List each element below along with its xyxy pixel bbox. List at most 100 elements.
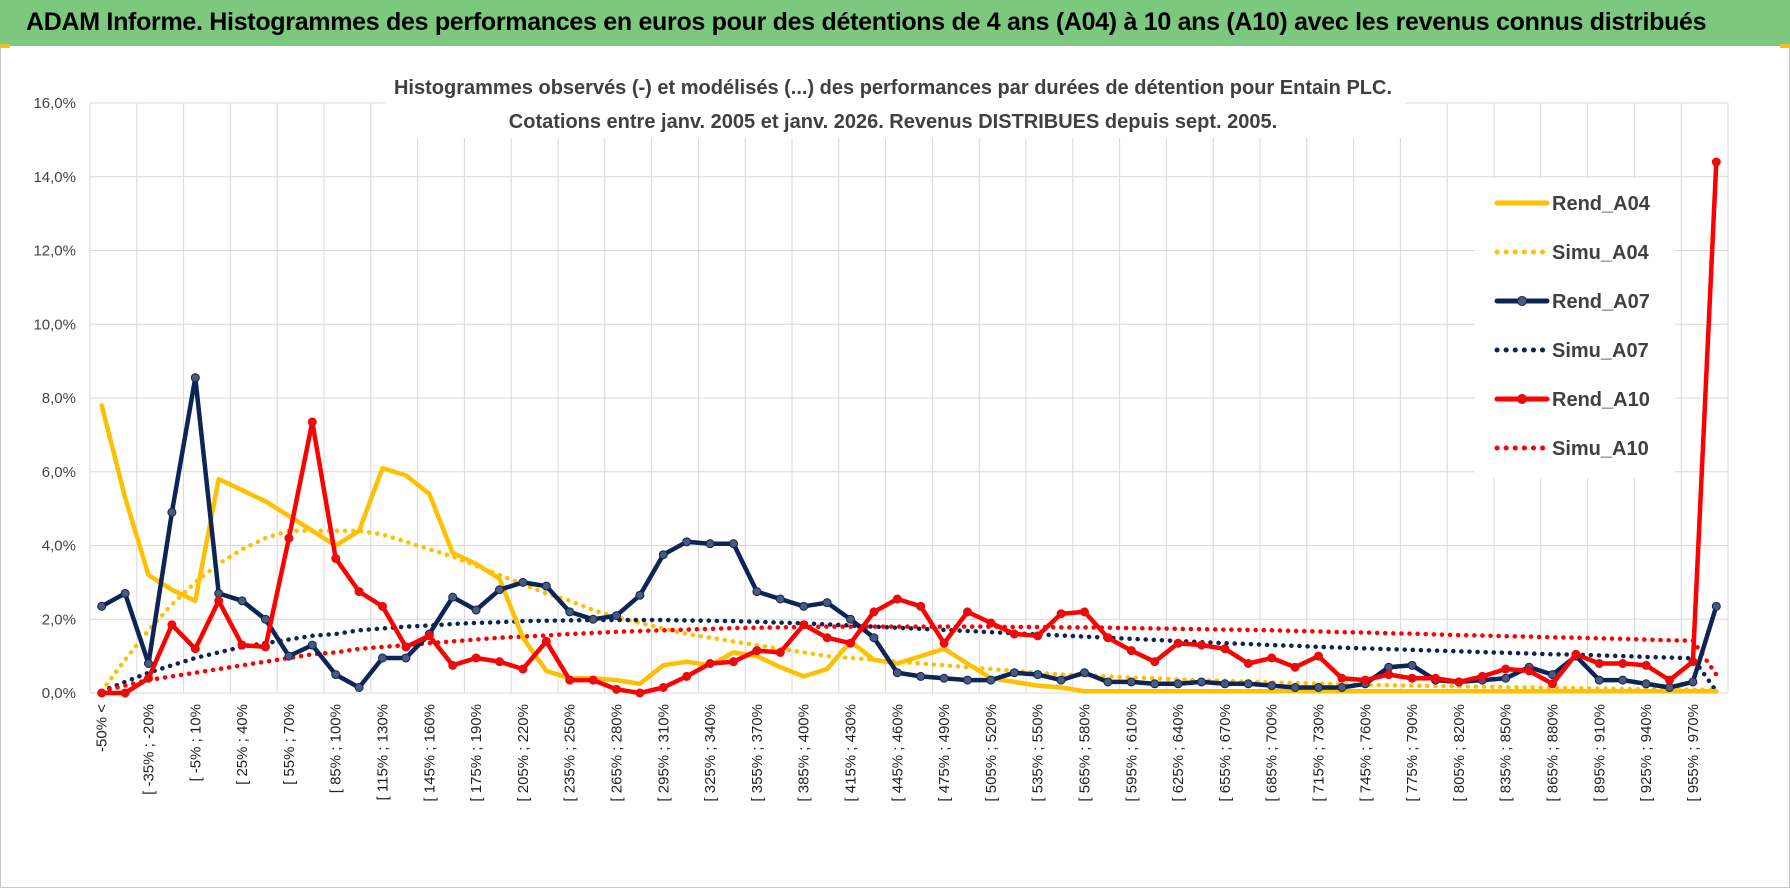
data-point [190, 373, 200, 383]
data-point [658, 682, 668, 692]
data-point [190, 644, 200, 654]
data-point [799, 601, 809, 611]
data-point [916, 601, 926, 611]
legend-label: Rend_A10 [1552, 389, 1650, 411]
legend-item: Simu_A10 [1494, 438, 1649, 460]
legend-label: Simu_A04 [1552, 242, 1650, 264]
data-point [1056, 675, 1066, 685]
x-tick-label: [ 355% ; 370% [749, 704, 766, 802]
data-point [1688, 657, 1698, 667]
data-point [1243, 659, 1253, 668]
chart-title-block: Histogrammes observés (-) et modélisés (… [385, 66, 1405, 138]
header-banner: ADAM Informe. Histogrammes des performan… [0, 0, 1790, 46]
data-point [1150, 679, 1160, 689]
data-point [1080, 668, 1089, 678]
data-point [752, 646, 762, 656]
data-point [354, 682, 364, 692]
data-point [307, 417, 317, 427]
data-point [471, 653, 481, 663]
data-point [799, 620, 809, 630]
series-line [99, 159, 1719, 696]
x-tick-label: [ 625% ; 640% [1170, 704, 1187, 802]
y-tick-label: 14,0% [33, 169, 76, 186]
data-point [822, 598, 832, 608]
data-point [1641, 679, 1651, 689]
y-tick-label: 12,0% [33, 243, 76, 260]
series-line [99, 617, 1719, 694]
y-tick-label: 8,0% [42, 390, 76, 407]
data-point [1103, 633, 1113, 643]
data-point [97, 688, 107, 698]
chart-title: Histogrammes observés (-) et modélisés (… [394, 77, 1392, 99]
data-point [541, 636, 551, 646]
data-point [1618, 659, 1628, 668]
data-point [1009, 629, 1019, 639]
data-point [1173, 679, 1183, 689]
data-point [1688, 677, 1698, 687]
data-point [705, 539, 715, 549]
data-point [97, 601, 107, 611]
x-tick-label: [ 685% ; 700% [1264, 704, 1281, 802]
data-point [284, 651, 294, 661]
data-point [471, 605, 481, 615]
data-point [1267, 681, 1277, 691]
data-point [1126, 646, 1136, 656]
data-point [495, 657, 504, 667]
data-point [1431, 673, 1440, 683]
data-point [963, 675, 972, 685]
data-point [331, 553, 341, 563]
data-point [518, 577, 528, 587]
data-point [892, 668, 902, 678]
data-point [635, 688, 645, 698]
data-point [986, 618, 996, 628]
data-point [448, 660, 458, 670]
data-point [1103, 677, 1113, 687]
x-tick-label: [ 655% ; 670% [1217, 704, 1234, 802]
y-axis-labels: 0,0% 2,0% 4,0% 6,0% 8,0% 10,0% 12,0% 14,0% 16,0% [33, 95, 76, 702]
data-point [401, 653, 411, 663]
x-tick-label: [ 385% ; 400% [796, 704, 813, 802]
banner-corner-left [0, 44, 10, 48]
data-point [261, 642, 270, 652]
x-tick-label: [ 805% ; 820% [1451, 704, 1468, 802]
data-point [1665, 675, 1674, 685]
data-point [1243, 679, 1253, 689]
legend-item: Rend_A07 [1494, 291, 1650, 313]
data-point [1314, 651, 1323, 661]
data-point [214, 596, 224, 606]
x-tick-label: [ 295% ; 310% [655, 704, 672, 802]
x-tick-label: [ 745% ; 760% [1357, 704, 1374, 802]
data-point [612, 611, 621, 621]
y-tick-label: 0,0% [42, 685, 76, 702]
data-point [1501, 673, 1511, 683]
data-point [1594, 659, 1604, 668]
data-point [869, 607, 879, 617]
data-point [1548, 670, 1557, 680]
data-point [1150, 657, 1160, 667]
x-tick-label: [ 25% ; 40% [234, 704, 251, 785]
x-tick-label: [ 205% ; 220% [515, 704, 532, 802]
y-tick-label: 4,0% [42, 538, 76, 555]
data-point [1360, 675, 1370, 685]
x-tick-label: [ -35% ; -20% [141, 704, 158, 795]
data-point [963, 607, 972, 617]
legend-background [1475, 178, 1675, 478]
series-Simu_A07 [99, 617, 1719, 694]
data-point [1407, 660, 1417, 670]
data-point [1080, 607, 1089, 617]
data-point [775, 594, 785, 604]
data-point [1337, 682, 1347, 692]
data-point [167, 507, 177, 517]
data-point [682, 671, 692, 681]
data-point [1126, 677, 1136, 687]
series-Simu_A10 [99, 624, 1719, 694]
data-point [588, 614, 598, 624]
data-point [1267, 653, 1277, 663]
data-point [1033, 631, 1043, 641]
banner-corner-right [1780, 44, 1790, 48]
x-tick-label: [ 955% ; 970% [1685, 704, 1702, 802]
series-line [99, 624, 1719, 694]
data-point [237, 640, 247, 650]
data-point [1009, 668, 1019, 678]
data-point [1290, 662, 1300, 672]
